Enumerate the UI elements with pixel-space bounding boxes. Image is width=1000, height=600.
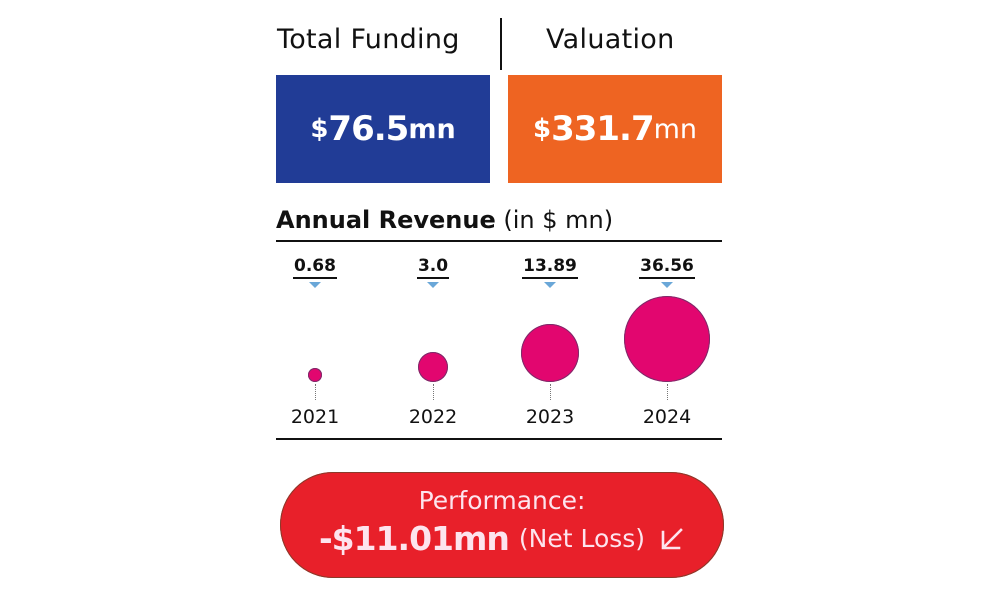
total-funding-heading: Total Funding	[277, 24, 460, 55]
arrow-down-left-icon	[661, 527, 683, 549]
valuation-currency: $	[532, 114, 552, 144]
net-loss-note: (Net Loss)	[518, 524, 646, 553]
year-label-2023: 2023	[525, 406, 575, 428]
header-divider	[500, 18, 502, 70]
funding-unit: mn	[408, 113, 456, 145]
performance-label: Performance:	[418, 486, 586, 515]
value-label-2022: 3.0	[378, 256, 488, 288]
value-label-2024: 36.56	[612, 256, 722, 288]
value-label-2023: 13.89	[495, 256, 605, 288]
dotted-stem	[667, 384, 668, 400]
bubble-2021	[308, 368, 322, 382]
annual-revenue-title: Annual Revenue (in $ mn)	[276, 206, 613, 234]
revenue-top-rule	[276, 240, 722, 242]
dotted-stem	[433, 384, 434, 400]
pointer-triangle-icon	[427, 282, 439, 288]
bubble-2024	[624, 296, 710, 382]
dotted-stem	[315, 384, 316, 400]
revenue-bottom-rule	[276, 438, 722, 440]
valuation-box: $ 331.7 mn	[508, 75, 722, 183]
pointer-triangle-icon	[661, 282, 673, 288]
funding-amount: 76.5	[328, 109, 409, 149]
value-label-2021: 0.68	[260, 256, 370, 288]
performance-pill: Performance: -$11.01mn (Net Loss)	[280, 472, 724, 578]
bubble-2023	[521, 324, 579, 382]
year-label-2021: 2021	[290, 406, 340, 428]
valuation-unit: mn	[653, 113, 698, 145]
net-loss-amount: -$11.01mn	[318, 519, 510, 558]
valuation-amount: 331.7	[551, 109, 655, 149]
pointer-triangle-icon	[309, 282, 321, 288]
year-label-2022: 2022	[408, 406, 458, 428]
revenue-title-bold: Annual Revenue	[276, 206, 496, 234]
total-funding-box: $ 76.5 mn	[276, 75, 490, 183]
revenue-title-unit: (in $ mn)	[503, 206, 614, 234]
bubble-2022	[418, 352, 448, 382]
valuation-heading: Valuation	[546, 24, 675, 55]
year-label-2024: 2024	[642, 406, 692, 428]
pointer-triangle-icon	[544, 282, 556, 288]
dotted-stem	[550, 384, 551, 400]
funding-currency: $	[310, 114, 329, 144]
